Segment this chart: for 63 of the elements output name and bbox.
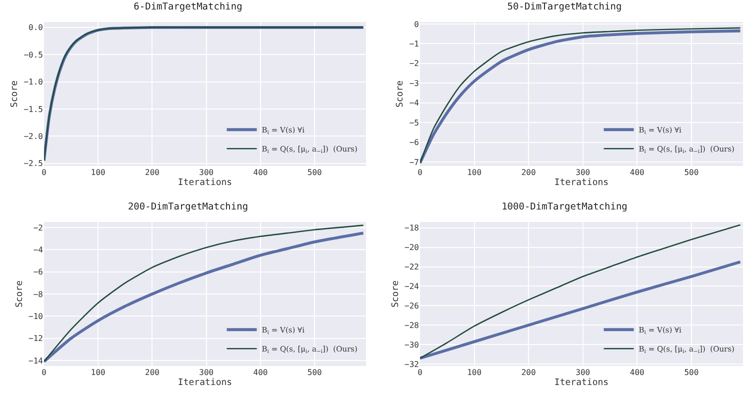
y-tick-label: 0: [414, 20, 420, 29]
y-tick-label: −4: [409, 98, 420, 108]
x-axis-title: Iterations: [554, 178, 609, 188]
y-tick-label: −2.0: [24, 132, 44, 141]
y-tick-label: −3: [409, 78, 420, 88]
x-tick-label: 100: [90, 168, 106, 177]
x-tick-label: 400: [253, 368, 268, 377]
y-tick-label: −10: [28, 312, 44, 321]
x-tick-label: 400: [630, 368, 645, 377]
y-tick-label: −22: [404, 262, 420, 272]
x-axis-title: Iterations: [178, 178, 232, 188]
x-axis-title: Iterations: [178, 378, 232, 388]
x-tick-label: 300: [576, 168, 590, 177]
x-tick-label: 500: [307, 368, 322, 377]
chart-title: 1000-DimTargetMatching: [502, 202, 628, 213]
y-tick-label: 0.0: [28, 23, 44, 32]
y-tick-label: −5: [409, 118, 420, 128]
chart-title: 6-DimTargetMatching: [134, 2, 242, 13]
y-axis-title: Score: [10, 80, 20, 108]
y-tick-label: −6: [409, 138, 420, 148]
line-series: [420, 260, 742, 360]
y-tick-label: −2: [409, 59, 420, 68]
x-tick-label: 400: [630, 168, 645, 177]
y-tick-label: −6: [33, 268, 44, 277]
x-axis-title: Iterations: [554, 378, 609, 388]
y-tick-label: −1.5: [24, 104, 44, 114]
y-tick-label: −14: [28, 356, 44, 366]
y-tick-label: −32: [404, 360, 420, 369]
y-tick-label: −12: [28, 334, 44, 344]
y-tick-label: −20: [404, 243, 420, 252]
y-tick-label: −2.5: [24, 159, 44, 168]
x-tick-label: 300: [199, 168, 214, 177]
y-tick-label: −24: [404, 282, 420, 292]
chart-title: 50-DimTargetMatching: [507, 2, 622, 13]
x-tick-label: 500: [684, 168, 699, 177]
x-tick-label: 300: [576, 368, 590, 377]
x-tick-label: 200: [521, 168, 536, 177]
y-tick-label: −1: [409, 40, 420, 48]
y-tick-label: −18: [404, 224, 420, 233]
x-tick-label: 500: [307, 168, 322, 177]
y-axis-title: Score: [396, 80, 406, 108]
y-tick-label: −4: [33, 245, 44, 254]
y-tick-label: −2: [33, 223, 44, 232]
x-tick-label: 200: [145, 368, 160, 377]
x-tick-label: 500: [684, 368, 699, 377]
x-tick-label: 100: [90, 368, 106, 377]
y-tick-label: −7: [409, 158, 420, 167]
y-tick-label: −0.5: [24, 50, 44, 60]
line-series: [420, 224, 741, 359]
y-tick-label: −1.0: [24, 78, 44, 87]
y-axis-title: Score: [14, 280, 25, 308]
y-axis-title: Score: [390, 280, 401, 308]
x-tick-label: 100: [467, 168, 482, 177]
x-tick-label: 200: [521, 368, 536, 377]
y-tick-label: −30: [404, 340, 420, 350]
chart-title: 200-DimTargetMatching: [128, 202, 248, 213]
x-tick-label: 300: [199, 368, 214, 377]
y-tick-label: −8: [33, 290, 44, 299]
y-tick-label: −28: [404, 320, 420, 330]
x-tick-label: 200: [145, 168, 160, 177]
y-tick-label: −26: [404, 301, 420, 310]
x-tick-label: 400: [253, 168, 268, 177]
x-tick-label: 100: [467, 368, 482, 377]
